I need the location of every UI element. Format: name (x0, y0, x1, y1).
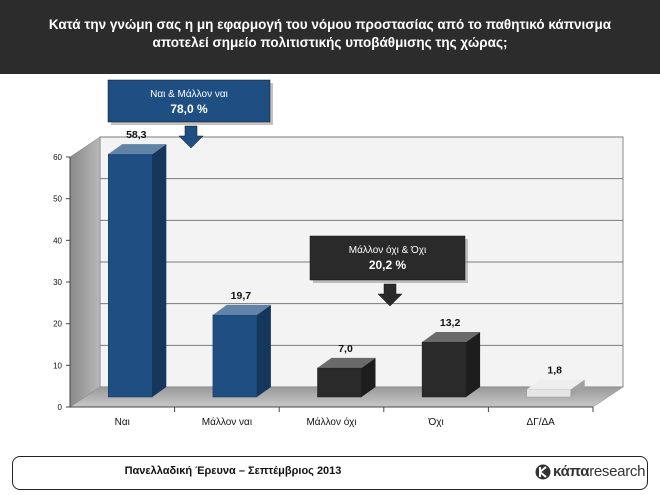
brand-name-b: research (589, 463, 646, 480)
y-tick-label: 20 (53, 320, 62, 329)
category-label: Μάλλον ναι (202, 416, 252, 428)
value-label: 19,7 (231, 290, 252, 302)
bar-top-4 (422, 332, 481, 342)
bar-chart: 0 10 20 30 40 50 60 58,3 Ναι 19,7 Μάλλον ναι 7,0 Μάλ… (53, 79, 624, 428)
bar-top-1 (108, 144, 167, 155)
annotation-text: Μάλλον όχι & Όχι (349, 244, 427, 256)
side-wall (69, 136, 101, 408)
y-tick-label: 10 (53, 361, 62, 370)
value-label: 1,8 (547, 365, 562, 377)
annotation-value: 78,0 % (170, 102, 208, 116)
bar-side-2 (256, 304, 271, 397)
value-label: 58,3 (126, 129, 147, 141)
category-label: Όχι (427, 417, 443, 428)
value-label: 13,2 (440, 317, 461, 329)
y-tick-label: 30 (53, 278, 62, 287)
annotation-text: Ναι & Μάλλον ναι (150, 88, 228, 100)
bar-top-3 (317, 357, 376, 368)
bar-top-5 (526, 379, 585, 390)
bar-side-3 (361, 357, 376, 397)
brand-name-a: κάπα (553, 463, 590, 480)
category-label: Ναι (115, 417, 130, 428)
y-tick-label: 50 (53, 195, 62, 204)
y-tick-label: 40 (53, 236, 62, 245)
bar-side-1 (152, 144, 167, 397)
footer: Πανελλαδική Έρευνα – Σεπτέμβριος 2013 κά… (12, 456, 648, 490)
annotation-value: 20,2 % (369, 258, 407, 272)
brand-mark-icon (535, 464, 551, 480)
bar-1 (108, 153, 153, 398)
bar-4 (421, 341, 467, 398)
annotation-arrow-icon (377, 283, 403, 307)
category-label: ΔΓ/ΔΑ (527, 417, 556, 428)
bar-top-2 (212, 304, 271, 315)
bar-5 (526, 389, 571, 398)
chart-title: Κατά την γνώμη σας η μη εφαρμογή του νόμ… (0, 0, 660, 74)
bar-side-4 (466, 332, 481, 397)
bar-side-5 (570, 379, 585, 397)
bar-2 (212, 314, 258, 398)
y-tick-label: 0 (58, 403, 63, 412)
brand-logo: κάπαresearch (535, 462, 645, 484)
bar-3 (317, 367, 362, 398)
survey-caption: Πανελλαδική Έρευνα – Σεπτέμβριος 2013 (124, 465, 342, 477)
category-label: Μάλλον όχι (306, 416, 356, 428)
y-tick-label: 60 (53, 153, 62, 162)
annotation-box-1 (107, 79, 271, 123)
annotation-arrow-icon (178, 125, 204, 149)
annotation-box-2 (309, 235, 466, 281)
value-label: 7,0 (338, 343, 353, 355)
